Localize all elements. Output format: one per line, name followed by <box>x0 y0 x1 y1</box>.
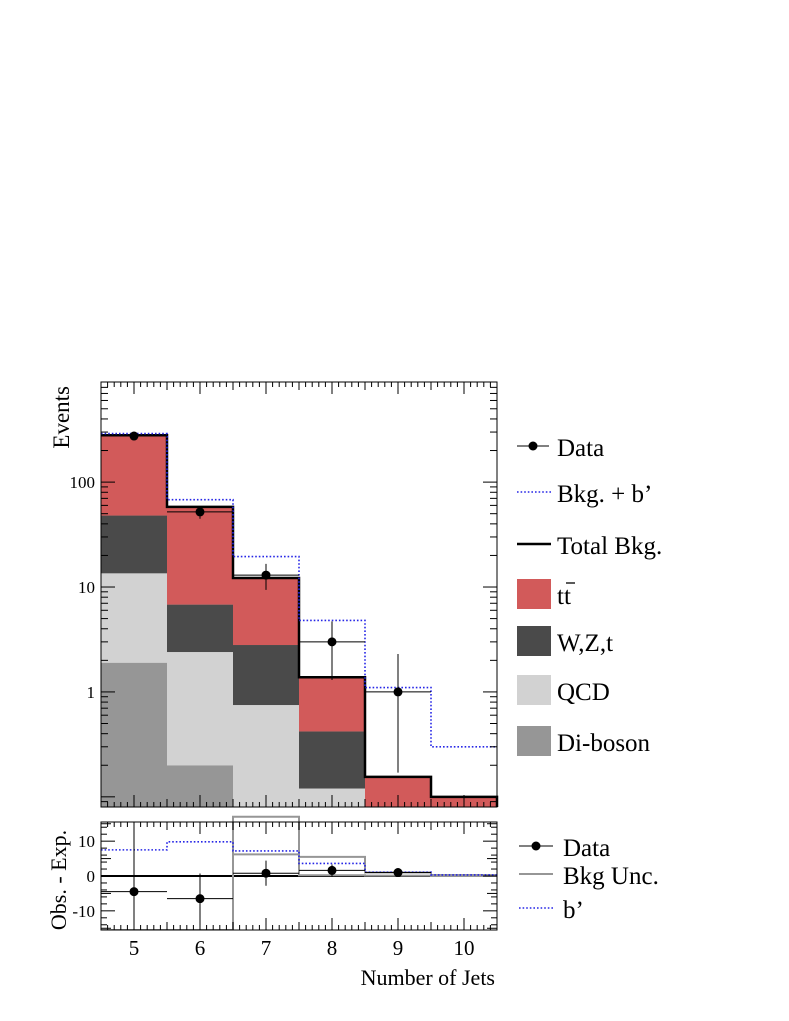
legend-label-data: Data <box>557 435 604 462</box>
data-point-6 <box>195 507 205 517</box>
data-point-5 <box>129 431 139 441</box>
main-ytick-label: 100 <box>70 473 96 492</box>
legend-label-tt: tt <box>557 583 571 610</box>
data-point-9 <box>393 687 403 697</box>
ratio-data-point-8 <box>327 865 337 875</box>
stack-bar-w-z-t-5 <box>101 515 167 574</box>
data-point-7 <box>261 570 271 580</box>
legend-main: Data Bkg. + b’ Total Bkg. tt W,Z,t QCD Di-boso… <box>517 435 662 757</box>
stack-bar-w-z-t-6 <box>167 604 233 653</box>
main-ytick-label: 1 <box>87 683 96 702</box>
xtick-label: 7 <box>261 936 272 960</box>
stack-bar-di-boson-5 <box>101 662 167 807</box>
legend-ratio-label-bkg-unc-: Bkg Unc. <box>563 863 659 890</box>
legend-label-w-z-t: W,Z,t <box>557 630 613 657</box>
ratio-data-point-6 <box>195 894 205 904</box>
stack-bar-qcd-6 <box>167 652 233 766</box>
legend-label-qcd: QCD <box>557 679 610 706</box>
ratio-data-point-9 <box>393 868 403 878</box>
legend-swatch-di-boson <box>517 726 551 756</box>
bkg-unc-lower <box>101 853 497 930</box>
main-ylabel: Events <box>49 386 74 449</box>
stack-bar-w-z-t-8 <box>299 731 365 789</box>
legend-ratio-label-data: Data <box>563 835 610 862</box>
legend-label-di-boson: Di-boson <box>557 730 651 757</box>
ratio-ylabel: Obs. - Exp. <box>46 830 71 930</box>
stack-bar-tt--6 <box>167 506 233 605</box>
legend-swatch-tt <box>517 579 551 609</box>
bkg-plus-bprime-line <box>101 432 497 748</box>
ratio-data-point-5 <box>129 887 139 897</box>
ratio-ytick-label: -10 <box>72 902 95 921</box>
xtick-label: 5 <box>129 936 140 960</box>
xaxis-label: Number of Jets <box>361 965 495 990</box>
ratio-panel: -10 0 10 5 6 7 8 9 10 Obs. - Exp. Number of Jets <box>46 815 498 990</box>
legend-data-marker <box>528 441 538 451</box>
legend-swatch-w-z-t <box>517 626 551 656</box>
legend-ratio-label-b-: b’ <box>563 897 584 924</box>
main-ytick-label: 10 <box>78 578 95 597</box>
legend-ratio-data-marker <box>531 841 541 851</box>
total-bkg-line <box>101 433 499 807</box>
ratio-data-point-7 <box>261 868 271 878</box>
main-panel: 1 10 100 Events <box>49 381 499 808</box>
ratio-ytick-label: 0 <box>87 867 96 886</box>
stack-bar-tt--8 <box>299 677 365 732</box>
stack-bar-tt--5 <box>101 435 167 516</box>
legend-label-total-bkg-: Total Bkg. <box>557 533 662 560</box>
stack-bar-qcd-5 <box>101 573 167 663</box>
stack-bar-qcd-7 <box>233 705 299 807</box>
xtick-label: 8 <box>327 936 338 960</box>
xtick-label: 10 <box>454 936 475 960</box>
legend-label-bkg-b-: Bkg. + b’ <box>557 481 652 508</box>
xtick-label: 6 <box>195 936 206 960</box>
legend-swatch-qcd <box>517 675 551 705</box>
stack-bar-w-z-t-7 <box>233 645 299 706</box>
data-point-8 <box>327 637 337 647</box>
xtick-label: 9 <box>393 936 404 960</box>
ratio-content <box>101 815 497 930</box>
ratio-ytick-label: 10 <box>78 832 95 851</box>
